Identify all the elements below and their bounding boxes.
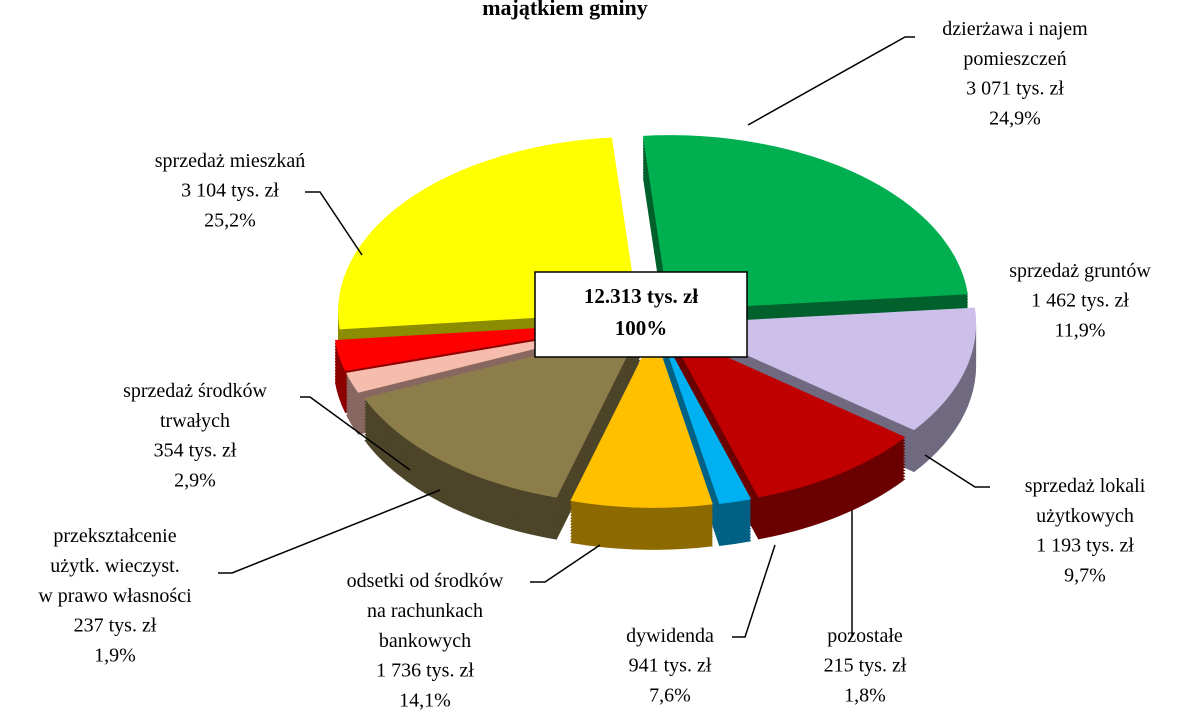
value-label: 237 tys. zł [74,615,157,637]
percent-label: 25,2% [204,210,256,232]
chart-title: majątkiem gminy [482,0,648,20]
slice [667,330,906,498]
percent-label: 2,9% [174,470,216,492]
slice [570,332,713,508]
leader-line [747,36,915,126]
slice-label: sprzedaż mieszkań [155,150,305,172]
slice-label: sprzedaż gruntów [1009,260,1151,282]
percent-label: 24,9% [989,108,1041,130]
value-label: 1 462 tys. zł [1031,290,1129,312]
percent-label: 11,9% [1055,320,1106,342]
leader-line [530,544,601,583]
slice-label: dywidenda [626,625,714,647]
slice-label: dzierżawa i najem pomieszczeń [942,18,1088,70]
leader-line [305,191,363,256]
value-label: 215 tys. zł [824,655,907,677]
slice [364,329,641,498]
slice-label: sprzedaż środków trwałych [123,380,267,432]
total-box-frame [534,271,748,358]
leader-line [218,489,441,574]
slice [660,332,752,505]
total-percent: 100% [615,316,668,340]
slice-label: przekształcenie użytk. wieczyst. w prawo w… [38,525,192,607]
percent-label: 14,1% [399,690,451,712]
percent-label: 9,7% [1064,565,1106,587]
slice-label: pozostałe [827,625,903,647]
slice-label: sprzedaż lokali użytkowych [1025,475,1146,527]
leader-line [732,544,776,638]
value-label: 1 736 tys. zł [376,660,474,682]
percent-label: 1,8% [844,685,886,707]
slice [676,307,977,431]
leader-line [924,454,990,488]
value-label: 941 tys. zł [629,655,712,677]
value-label: 1 193 tys. zł [1036,535,1134,557]
value-label: 354 tys. zł [154,440,237,462]
value-label: 3 071 tys. zł [966,78,1064,100]
percent-label: 1,9% [94,645,136,667]
slice-label: odsetki od środków na rachunkach bankowych [347,570,504,652]
percent-label: 7,6% [649,685,691,707]
total-label: 12.313 tys. zł [584,284,698,308]
slice [642,135,968,311]
total-box: 12.313 tys. zł 100% [534,271,748,358]
value-label: 3 104 tys. zł [181,180,279,202]
labels: dzierżawa i najem pomieszczeń 3 071 tys. z… [38,18,1151,712]
leader-line [300,396,411,471]
